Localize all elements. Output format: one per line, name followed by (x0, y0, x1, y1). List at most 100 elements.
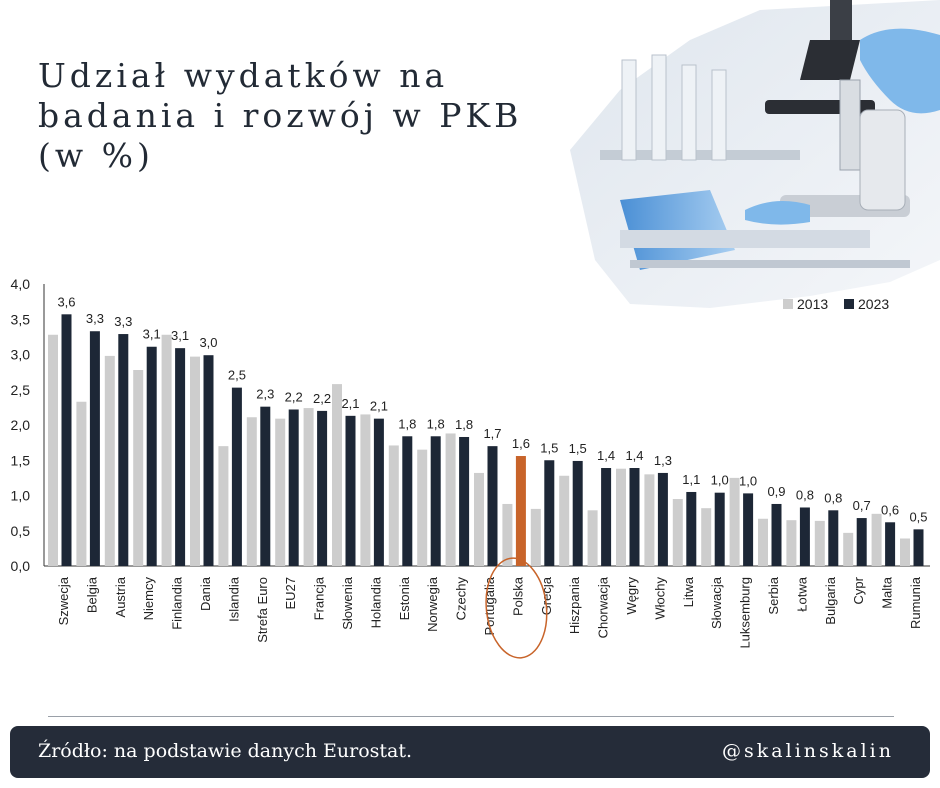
bar-2023 (828, 510, 839, 566)
chart-title: Udział wydatków na badania i rozwój w PK… (38, 56, 522, 176)
bar-2013 (246, 417, 257, 566)
bar-2023 (317, 410, 328, 566)
category-label: Norwegia (425, 576, 440, 632)
category-label: Estonia (397, 576, 412, 620)
value-label: 1,4 (597, 448, 615, 463)
value-label: 1,7 (483, 426, 501, 441)
category-label: Holandia (368, 576, 383, 628)
title-line-1: Udział wydatków na (38, 56, 449, 95)
bar-2023 (799, 507, 810, 566)
y-tick-label: 2,5 (11, 382, 31, 398)
bar-2013 (445, 433, 456, 566)
value-label: 0,5 (909, 509, 927, 524)
bar-2023 (515, 456, 526, 566)
bar-chart: 0,0 0,5 1,0 1,5 2,0 2,5 3,0 3,5 4,0 3,6 Szwecja 3,3… (11, 276, 930, 659)
legend-label-2013: 2013 (797, 296, 828, 312)
bar-2023 (714, 492, 725, 566)
bar-2013 (758, 518, 768, 566)
bar-2013 (104, 355, 115, 566)
value-label: 3,6 (57, 294, 75, 309)
bar-2023 (260, 406, 271, 566)
bar-2013 (190, 356, 200, 566)
bar-2013 (474, 472, 484, 566)
bar-2013 (786, 520, 797, 566)
bar-2013 (701, 508, 712, 566)
category-label: Bulgaria (823, 576, 838, 624)
category-label: Słowacja (709, 576, 724, 629)
bar-2023 (572, 460, 583, 566)
category-label: Chorwacja (596, 576, 611, 638)
title-line-3: (w %) (38, 136, 154, 175)
category-label: Malta (880, 576, 895, 609)
value-label: 2,2 (313, 391, 331, 406)
category-label: Hiszpania (567, 576, 582, 634)
divider (48, 716, 894, 717)
bar-2013 (388, 445, 399, 566)
bar-2013 (871, 513, 882, 566)
category-label: Belgia (84, 576, 99, 613)
bar-2023 (288, 409, 299, 566)
bar-2023 (175, 348, 186, 566)
y-tick-label: 0,5 (11, 523, 31, 539)
category-label: Islandia (226, 576, 241, 622)
value-label: 3,3 (86, 311, 104, 326)
value-label: 0,6 (881, 502, 899, 517)
bar-2013 (332, 384, 342, 566)
value-label: 3,0 (199, 335, 217, 350)
bar-2013 (417, 449, 428, 566)
bar-2013 (161, 334, 172, 566)
legend-label-2023: 2023 (858, 296, 889, 312)
value-label: 3,1 (171, 328, 189, 343)
value-label: 0,8 (824, 490, 842, 505)
value-label: 0,8 (796, 487, 814, 502)
bar-2013 (502, 503, 513, 566)
bar-2013 (218, 446, 229, 566)
bar-2023 (629, 468, 640, 566)
bar-2023 (203, 355, 214, 566)
value-label: 2,1 (341, 396, 359, 411)
y-tick-label: 4,0 (11, 276, 31, 292)
source-text: Źródło: na podstawie danych Eurostat. (38, 740, 413, 762)
category-label: Węgry (624, 577, 639, 615)
bar-2023 (89, 331, 100, 566)
bar-2023 (544, 460, 555, 566)
category-label: Niemcy (141, 577, 156, 621)
bar-2023 (885, 522, 896, 566)
bar-2013 (76, 401, 87, 566)
value-label: 2,5 (228, 368, 246, 383)
legend-swatch-2023 (844, 299, 854, 309)
bar-2013 (275, 418, 286, 566)
y-tick-label: 2,0 (11, 417, 31, 433)
bar-2013 (814, 520, 825, 566)
value-label: 1,0 (711, 473, 729, 488)
bar-2023 (345, 415, 356, 566)
y-tick-label: 3,5 (11, 311, 31, 327)
bar-2013 (559, 475, 570, 566)
bar-2023 (373, 418, 384, 566)
bar-2013 (530, 508, 541, 566)
category-label: Czechy (454, 577, 469, 621)
y-tick-label: 0,0 (11, 558, 31, 574)
bar-2013 (616, 468, 626, 566)
category-label: Luksemburg (738, 577, 753, 649)
bar-2023 (601, 468, 612, 566)
y-tick-label: 1,0 (11, 488, 31, 504)
bar-2013 (48, 334, 58, 566)
title-line-2: badania i rozwój w PKB (38, 96, 523, 135)
value-label: 1,8 (427, 416, 445, 431)
bar-2023 (459, 436, 470, 566)
category-label: Dania (198, 576, 213, 611)
bar-2023 (686, 491, 697, 566)
bar-2023 (856, 518, 867, 566)
value-label: 3,3 (114, 314, 132, 329)
bar-2013 (729, 477, 740, 566)
value-label: 1,5 (569, 441, 587, 456)
value-label: 2,3 (256, 387, 274, 402)
category-label: Łotwa (794, 576, 809, 611)
category-label: Szwecja (56, 576, 71, 625)
y-tick-label: 3,0 (11, 347, 31, 363)
bar-2013 (360, 414, 371, 566)
category-label: Finlandia (170, 576, 185, 630)
bar-2023 (61, 314, 72, 566)
category-label: Cypr (851, 576, 866, 604)
